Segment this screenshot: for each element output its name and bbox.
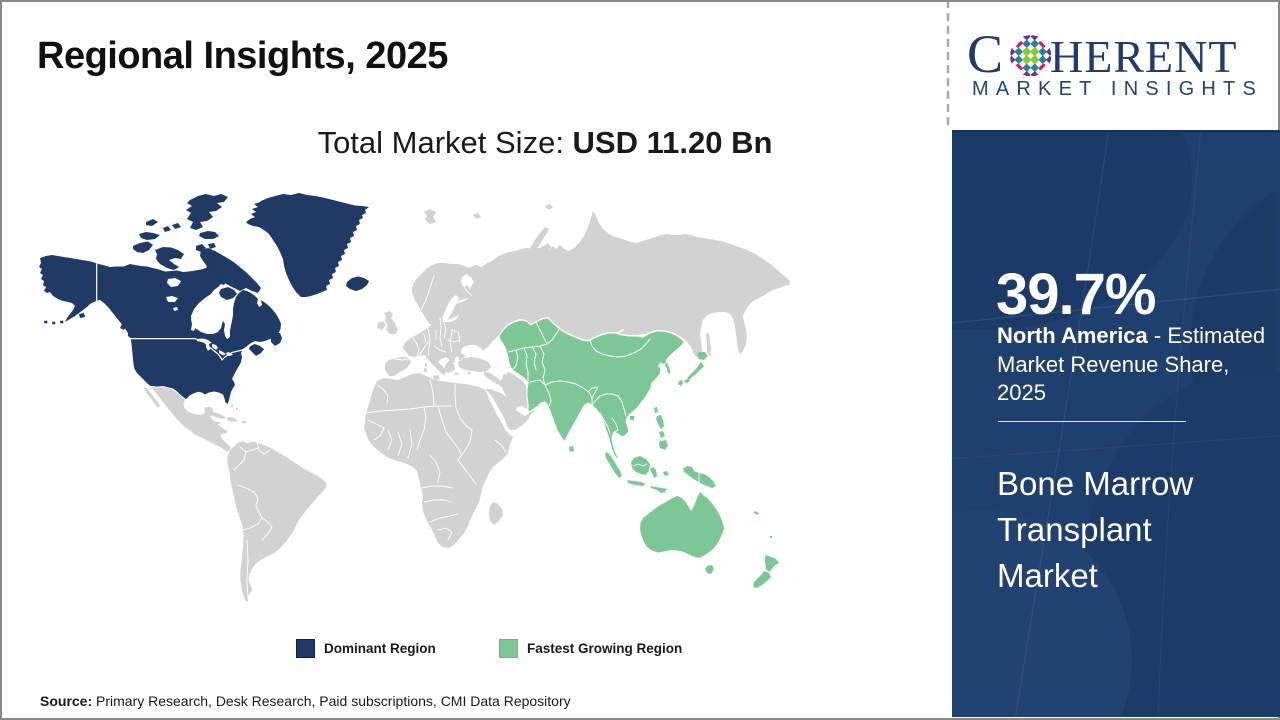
- svg-text:HERENT: HERENT: [1050, 31, 1237, 82]
- svg-text:MARKET INSIGHTS: MARKET INSIGHTS: [972, 78, 1263, 100]
- svg-text:C: C: [967, 24, 1003, 84]
